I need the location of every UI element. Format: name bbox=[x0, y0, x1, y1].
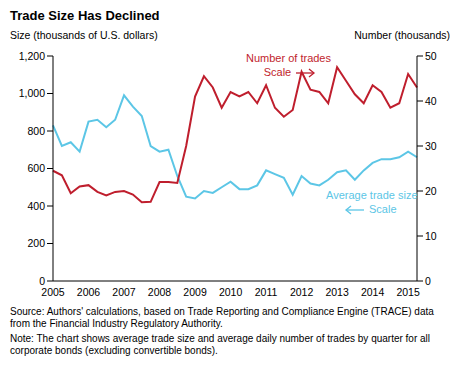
html-text:Number (thousands): Number (thousands) bbox=[354, 29, 450, 41]
svg-text:1,200: 1,200 bbox=[19, 50, 45, 62]
svg-text:20: 20 bbox=[425, 185, 437, 197]
svg-text:2007: 2007 bbox=[112, 286, 136, 298]
svg-text:2013: 2013 bbox=[325, 286, 349, 298]
svg-text:800: 800 bbox=[27, 125, 45, 137]
html-text:Size (thousands of U.S. dollar: Size (thousands of U.S. dollars) bbox=[10, 29, 158, 41]
svg-text:200: 200 bbox=[27, 237, 45, 249]
svg-text:2014: 2014 bbox=[361, 286, 385, 298]
svg-text:2010: 2010 bbox=[219, 286, 243, 298]
svg-text:2011: 2011 bbox=[255, 286, 278, 298]
svg-text:50: 50 bbox=[425, 50, 437, 62]
svg-text:30: 30 bbox=[425, 140, 437, 152]
html-text:Number of trades: Number of trades bbox=[246, 52, 331, 64]
svg-text:400: 400 bbox=[27, 200, 45, 212]
svg-text:2006: 2006 bbox=[77, 286, 101, 298]
html-text:Trade Size Has Declined: Trade Size Has Declined bbox=[10, 8, 160, 23]
svg-text:600: 600 bbox=[27, 162, 45, 174]
svg-text:2005: 2005 bbox=[41, 286, 65, 298]
svg-text:1,000: 1,000 bbox=[19, 87, 45, 99]
html-text:Scale: Scale bbox=[369, 203, 397, 215]
svg-text:40: 40 bbox=[425, 95, 437, 107]
html-text:Scale: Scale bbox=[263, 66, 292, 78]
svg-text:2012: 2012 bbox=[290, 286, 314, 298]
svg-text:2008: 2008 bbox=[148, 286, 172, 298]
svg-text:2009: 2009 bbox=[183, 286, 207, 298]
html-text:Source: Authors' calculations,: Source: Authors' calculations, based on … bbox=[10, 306, 434, 329]
svg-text:10: 10 bbox=[425, 230, 437, 242]
svg-text:0: 0 bbox=[425, 275, 431, 287]
html-text:Average trade size: Average trade size bbox=[326, 189, 418, 201]
html-text:Note: The chart shows average: Note: The chart shows average trade size… bbox=[10, 333, 430, 356]
svg-text:2015: 2015 bbox=[396, 286, 420, 298]
svg-text:0: 0 bbox=[39, 275, 45, 287]
